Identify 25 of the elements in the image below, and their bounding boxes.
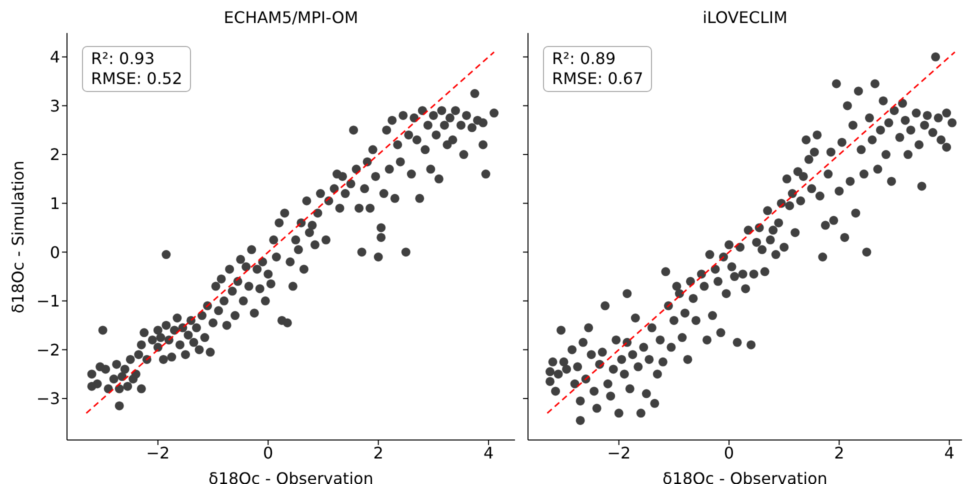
y-tick-label: 1 xyxy=(50,194,60,213)
y-tick-label: 3 xyxy=(50,96,60,116)
y-tick-label: −3 xyxy=(36,389,60,408)
y-tick-label: −2 xyxy=(36,340,60,360)
chart-title: iLOVECLIM xyxy=(702,8,788,27)
annotation: RMSE: 0.67 xyxy=(552,69,644,89)
x-tick-label: 0 xyxy=(724,443,734,462)
y-tick-label: 4 xyxy=(50,48,60,67)
y-tick-label: 2 xyxy=(50,145,60,164)
x-tick-label: 2 xyxy=(373,443,384,462)
annotation: R²: 0.89 xyxy=(552,49,617,69)
x-tick-label: 4 xyxy=(944,443,954,462)
y-tick-label: −1 xyxy=(36,292,60,311)
x-axis-title: δ18Oc - Observation xyxy=(208,469,374,484)
x-tick-label: 0 xyxy=(263,443,274,462)
x-tick-label: −2 xyxy=(607,443,631,462)
y-axis-title: δ18Oc - Simulation xyxy=(8,160,28,313)
x-tick-label: −2 xyxy=(146,443,170,462)
chart-title: ECHAM5/MPI-OM xyxy=(222,8,360,27)
x-tick-label: 2 xyxy=(834,443,844,462)
y-tick-label: 0 xyxy=(50,242,60,262)
annotation: R²: 0.93 xyxy=(91,49,156,69)
annotation: RMSE: 0.52 xyxy=(91,69,182,89)
x-axis-title: δ18Oc - Observation xyxy=(662,469,828,484)
x-tick-label: 4 xyxy=(483,443,494,462)
